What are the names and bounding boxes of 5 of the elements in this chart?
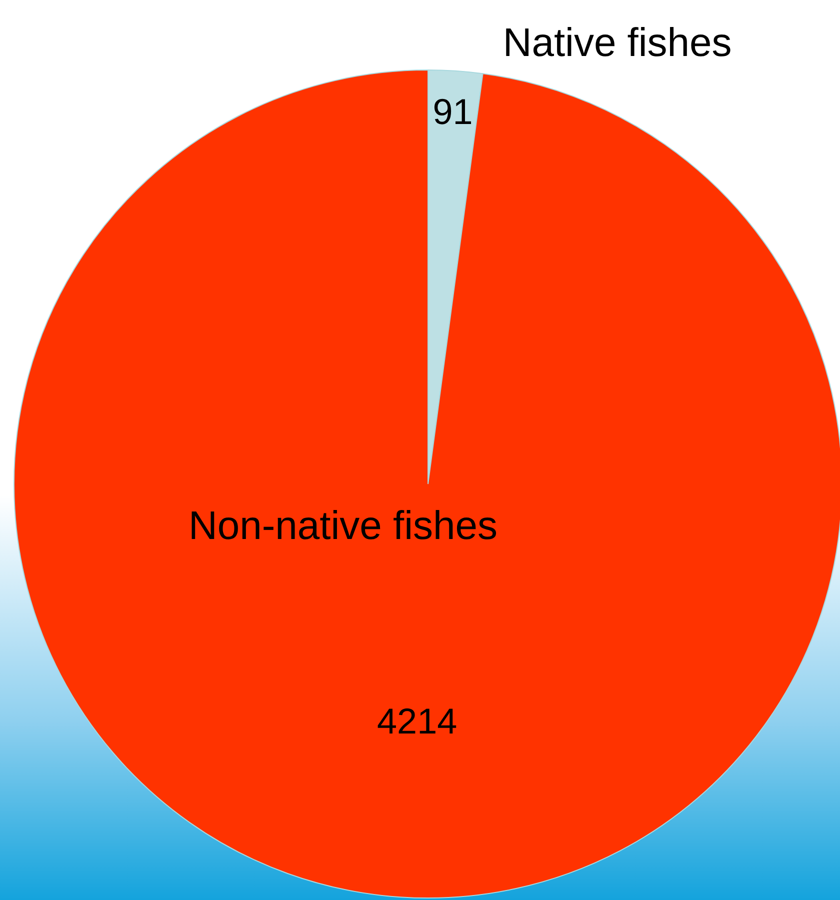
data-label: 4214: [377, 700, 458, 742]
slice-label: Native fishes: [502, 21, 732, 65]
pie-slice: [14, 70, 840, 898]
slice-label: Non-native fishes: [188, 504, 498, 548]
data-label: 91: [432, 91, 473, 132]
